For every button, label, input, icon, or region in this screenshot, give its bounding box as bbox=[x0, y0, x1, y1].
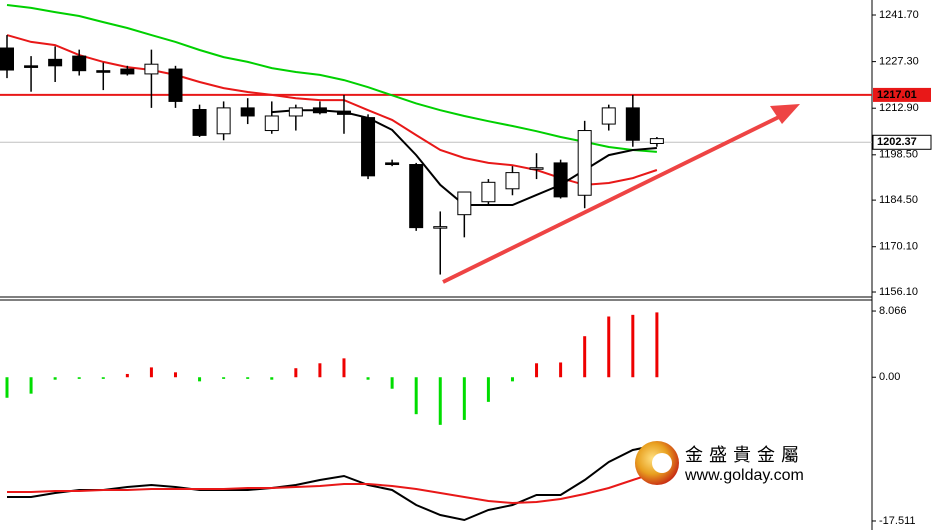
histogram-bar bbox=[631, 314, 635, 378]
histogram-bar bbox=[342, 358, 346, 378]
candle-body bbox=[24, 65, 39, 68]
histogram-bar bbox=[535, 363, 539, 378]
candle-body bbox=[96, 70, 111, 73]
histogram-bar bbox=[5, 377, 9, 398]
candle-body bbox=[288, 107, 303, 117]
candle-body bbox=[505, 172, 520, 190]
price-label-box bbox=[873, 87, 931, 102]
candle-body bbox=[409, 164, 424, 229]
histogram-bar bbox=[366, 377, 370, 380]
candle-body bbox=[168, 68, 183, 102]
candle-body bbox=[601, 107, 616, 125]
candle-body bbox=[264, 115, 279, 132]
y-tick-label: 1241.70 bbox=[879, 9, 919, 21]
candle-body bbox=[649, 138, 664, 144]
candle-body bbox=[144, 63, 159, 75]
candle-body bbox=[385, 162, 400, 166]
candle-body bbox=[553, 162, 568, 198]
candle-body bbox=[433, 226, 448, 229]
plot-area bbox=[0, 4, 872, 522]
histogram-bar bbox=[198, 377, 202, 382]
y-tick-label: 1184.50 bbox=[879, 194, 918, 206]
histogram-bar bbox=[510, 377, 514, 382]
candle-body bbox=[312, 107, 327, 114]
histogram-bar bbox=[149, 367, 153, 378]
candle-body bbox=[457, 191, 472, 216]
histogram-bar bbox=[222, 377, 226, 379]
logo bbox=[652, 453, 672, 473]
y-tick-label: 0.00 bbox=[879, 371, 900, 383]
indicator-line bbox=[6, 4, 657, 153]
histogram-bar bbox=[101, 377, 105, 379]
candle-body bbox=[0, 47, 14, 71]
histogram-bar bbox=[77, 377, 81, 379]
histogram-bar bbox=[486, 377, 490, 402]
price-label: 1202.37 bbox=[877, 136, 917, 148]
y-tick-label: 1170.10 bbox=[879, 241, 918, 253]
histogram-bar bbox=[53, 377, 57, 380]
histogram-bar bbox=[438, 377, 442, 425]
y-tick-label: -17.511 bbox=[879, 515, 916, 527]
histogram-bar bbox=[583, 336, 587, 378]
indicator-line bbox=[6, 34, 658, 186]
candle-body bbox=[72, 55, 87, 72]
histogram-bar bbox=[125, 373, 129, 378]
candle-body bbox=[481, 181, 496, 203]
histogram-bar bbox=[414, 377, 418, 415]
y-tick-label: 1198.50 bbox=[879, 149, 918, 161]
candle-body bbox=[216, 107, 231, 135]
candle-body bbox=[577, 130, 592, 196]
candle-body bbox=[120, 68, 135, 75]
indicator-line bbox=[7, 471, 658, 505]
histogram-bar bbox=[318, 363, 322, 378]
watermark: 金盛貴金屬 www.golday.com bbox=[635, 441, 805, 485]
histogram-bar bbox=[462, 377, 466, 420]
candle-body bbox=[361, 117, 376, 177]
candle-body bbox=[625, 107, 640, 141]
histogram-bar bbox=[270, 377, 274, 380]
histogram-bar bbox=[246, 377, 250, 379]
histogram-bar bbox=[559, 362, 563, 378]
y-tick-label: 1212.90 bbox=[879, 102, 919, 114]
histogram-bar bbox=[655, 312, 659, 378]
brand-name: 金盛貴金屬 bbox=[685, 445, 805, 465]
candle-body bbox=[336, 110, 351, 115]
histogram-bar bbox=[390, 377, 394, 389]
indicator-line bbox=[7, 444, 658, 522]
histogram-bar bbox=[173, 372, 177, 378]
candle-body bbox=[240, 107, 255, 117]
histogram-bar bbox=[607, 316, 611, 378]
histogram-bar bbox=[29, 377, 33, 394]
y-tick-label: 1156.10 bbox=[879, 286, 918, 298]
candle-body bbox=[192, 109, 207, 136]
histogram-bar bbox=[294, 368, 298, 378]
trend-arrow bbox=[442, 113, 784, 284]
candle-body bbox=[529, 167, 544, 170]
candle-body bbox=[48, 58, 63, 67]
price-label: 1217.01 bbox=[877, 89, 917, 101]
y-tick-label: 1227.30 bbox=[879, 56, 919, 68]
price-label-box bbox=[872, 134, 932, 150]
y-tick-label: 8.066 bbox=[879, 305, 907, 317]
trend-arrow-head bbox=[770, 104, 800, 124]
brand-url: www.golday.com bbox=[684, 467, 804, 484]
